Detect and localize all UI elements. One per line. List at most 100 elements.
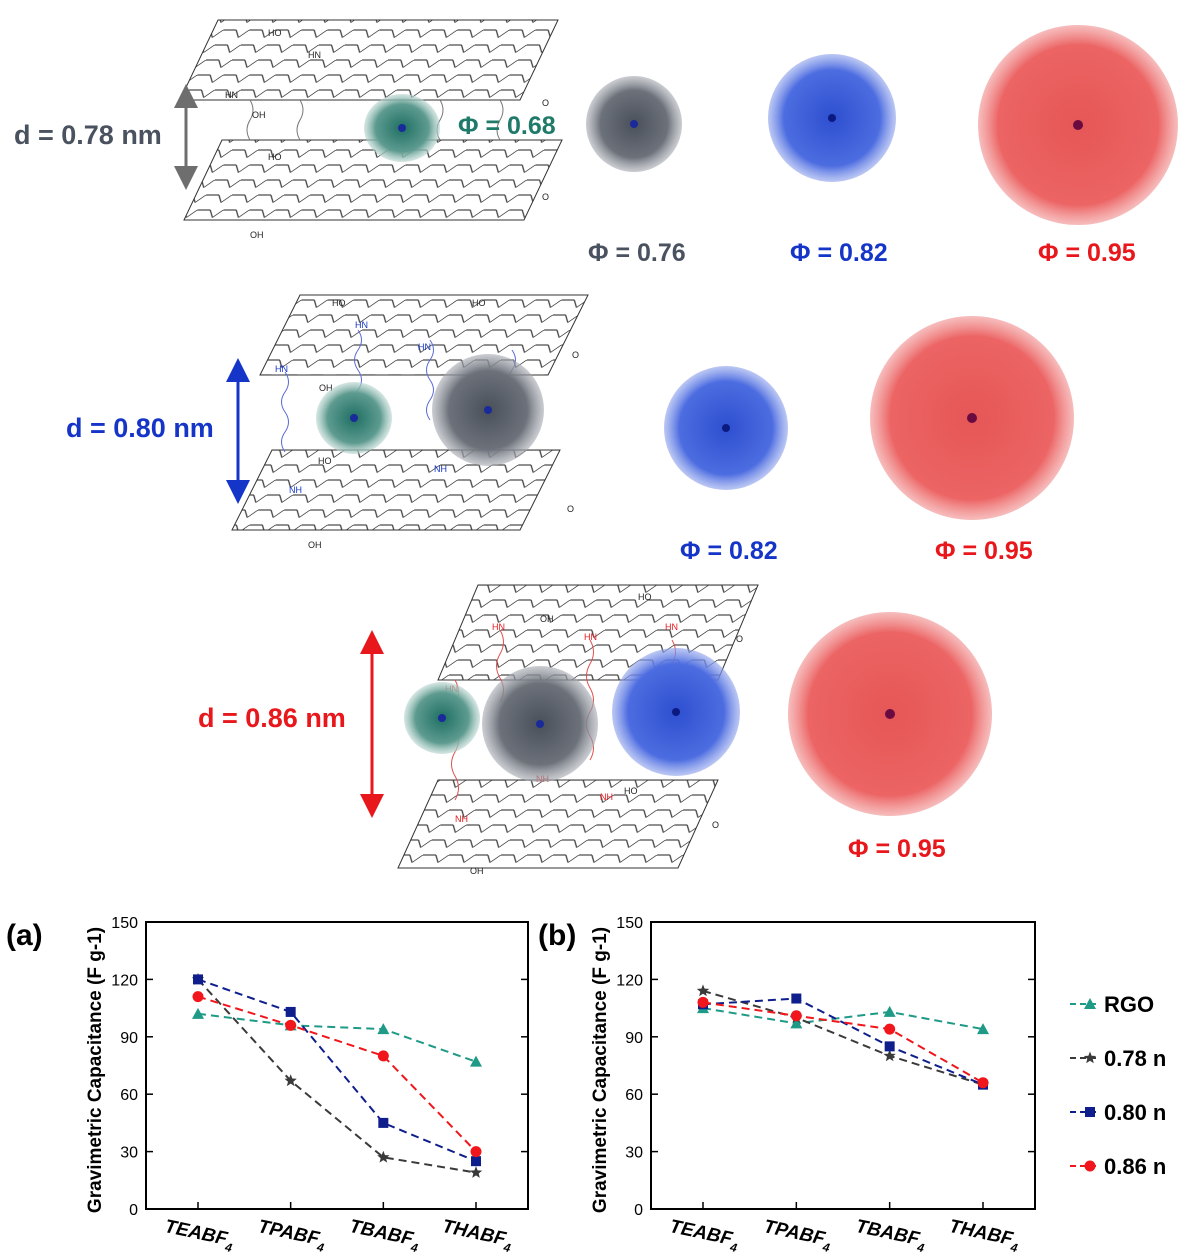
legend: RGO 0.78 n 0.80 n 0.86 n: [1070, 992, 1166, 1179]
plot-area-a: 0 30 60 90 120 150 TEABF4 TPABF4 TBABF4 THABF4: [111, 915, 529, 1255]
y-tick-label: 60: [625, 1087, 643, 1104]
legend-label: 0.80 n: [1104, 1100, 1166, 1125]
atom-label: HN: [665, 622, 678, 632]
ion-center: [398, 124, 406, 132]
schematic-row-3: HO OH HN HN HN HN NH NH HO NH OH O O d =…: [198, 584, 992, 876]
y-tick-label: 90: [120, 1030, 138, 1047]
atom-label: O: [736, 634, 743, 644]
legend-label: RGO: [1104, 992, 1154, 1017]
data-point: [470, 1055, 482, 1067]
ion-center: [438, 714, 446, 722]
atom-label: HN: [275, 364, 288, 374]
y-tick-label: 150: [111, 915, 138, 932]
y-tick-label: 120: [111, 972, 138, 989]
series-line: [197, 995, 477, 1153]
phi-tba: Φ = 0.82: [680, 537, 778, 565]
series-line: [702, 989, 984, 1086]
y-tick-label: 120: [616, 972, 643, 989]
x-tick-label: TEABF4: [667, 1216, 741, 1255]
atom-label: HN: [492, 622, 505, 632]
ion-center: [967, 413, 977, 423]
legend-marker: [1084, 1160, 1096, 1172]
ion-center: [350, 414, 358, 422]
data-point: [285, 1019, 297, 1031]
data-point: [378, 1117, 389, 1128]
y-tick-label: 150: [616, 915, 643, 932]
panel-label-b: (b): [538, 919, 576, 952]
panel-label-a: (a): [6, 919, 43, 952]
atom-label: OH: [319, 383, 333, 393]
data-point: [884, 1023, 896, 1035]
plot-frame: [650, 921, 1036, 1210]
atom-label: O: [567, 504, 574, 514]
data-point: [883, 1005, 896, 1017]
x-tick-label: TEABF4: [162, 1216, 236, 1255]
data-point: [377, 1150, 390, 1163]
atom-label: NH: [289, 485, 302, 495]
graphene-sheet-bottom: [397, 779, 719, 869]
atom-label: HO: [318, 456, 332, 466]
ion-center: [536, 720, 544, 728]
series-line: [702, 1007, 984, 1031]
data-point: [377, 1050, 389, 1062]
data-point: [377, 1023, 390, 1035]
ion-center: [630, 120, 638, 128]
data-point: [790, 1017, 803, 1029]
ion-center: [722, 424, 730, 432]
series-line: [702, 997, 984, 1086]
x-tick-label: TBABF4: [347, 1216, 422, 1255]
data-point: [284, 1074, 297, 1087]
phi-tha: Φ = 0.95: [848, 835, 946, 863]
y-axis-label: Gravimetric Capacitance (F g-1): [85, 927, 106, 1213]
phi-tba: Φ = 0.82: [790, 239, 888, 267]
phi-tpa: Φ = 0.76: [588, 239, 686, 267]
y-tick-label: 0: [634, 1202, 643, 1219]
data-point: [469, 1166, 483, 1178]
atom-label: HN: [355, 320, 368, 330]
spacing-label: d = 0.86 nm: [198, 703, 346, 733]
atom-label: O: [542, 98, 549, 108]
phi-tha: Φ = 0.95: [1038, 239, 1136, 267]
linker-chains: [246, 99, 504, 141]
chart-b: (b) Gravimetric Capacitance (F g-1) 0 30 6…: [538, 915, 1036, 1255]
atom-label: HO: [638, 592, 652, 602]
data-point: [192, 1007, 204, 1019]
atom-label: HN: [418, 342, 431, 352]
atom-label: OH: [308, 540, 322, 550]
plot-frame: [145, 921, 529, 1210]
data-point: [471, 1156, 481, 1167]
atom-label: HO: [332, 298, 346, 308]
phi-tea: Φ = 0.68: [458, 112, 556, 140]
data-point: [192, 991, 204, 1003]
atom-label: HO: [472, 298, 486, 308]
ion-center: [885, 709, 895, 719]
graphene-sheet-top: [259, 294, 589, 376]
y-tick-label: 60: [120, 1087, 138, 1104]
atom-label: O: [572, 350, 579, 360]
series-line: [197, 1012, 477, 1063]
x-tick-label: TPABF4: [255, 1216, 328, 1255]
ion-center: [828, 114, 836, 122]
data-point: [977, 1077, 989, 1089]
data-point: [883, 1049, 896, 1062]
graphene-sheet-top: [179, 19, 559, 101]
data-point: [470, 1146, 482, 1158]
legend-marker: [1084, 998, 1096, 1009]
atom-label: HN: [584, 632, 597, 642]
spacing-label: d = 0.80 nm: [66, 413, 214, 443]
data-point: [790, 1010, 802, 1022]
atom-label: HO: [268, 28, 282, 38]
atom-label: O: [542, 192, 549, 202]
atom-label: OH: [252, 110, 266, 120]
y-axis-label: Gravimetric Capacitance (F g-1): [590, 927, 611, 1213]
data-point: [791, 993, 802, 1004]
data-point: [977, 1023, 989, 1035]
y-tick-label: 0: [129, 1202, 138, 1219]
schematic-row-1: HO HN HN OH HO OH O O d = 0.78 nm Φ = 0.…: [14, 19, 1178, 267]
data-point: [285, 1006, 296, 1017]
legend-label: 0.86 n: [1104, 1154, 1166, 1179]
x-tick-label: THABF4: [439, 1216, 514, 1255]
atom-label: O: [712, 820, 719, 830]
atom-label: HN: [308, 50, 321, 60]
